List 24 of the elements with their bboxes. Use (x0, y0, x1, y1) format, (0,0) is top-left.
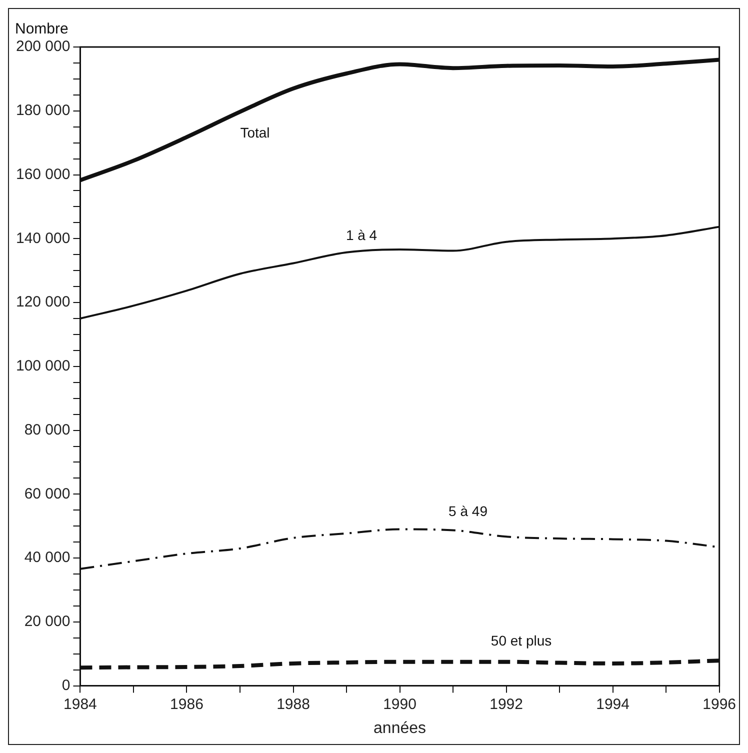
y-axis-title: Nombre (15, 20, 68, 38)
x-tick-label: 1994 (596, 696, 630, 713)
y-tick-label: 160 000 (16, 166, 70, 183)
y-tick-label: 140 000 (16, 230, 70, 247)
y-tick-label: 80 000 (24, 421, 70, 438)
y-tick-label: 20 000 (24, 613, 70, 630)
x-tick-label: 1992 (490, 696, 523, 713)
y-tick-label: 120 000 (16, 294, 70, 311)
x-tick-label: 1986 (170, 696, 204, 713)
y-tick-label: 180 000 (16, 102, 70, 120)
series-label: 50 et plus (490, 632, 552, 649)
y-tick-label: 100 000 (16, 358, 70, 375)
x-tick-label: 1990 (383, 696, 416, 713)
x-tick-label: 1988 (276, 696, 310, 713)
y-tick-label: 0 (62, 676, 70, 694)
x-axis-title: années (374, 720, 426, 737)
series-label: 1 à 4 (346, 227, 378, 244)
y-tick-label: 60 000 (24, 485, 70, 502)
series-label: Total (240, 124, 270, 141)
y-tick-label: 40 000 (24, 549, 70, 566)
x-tick-label: 1996 (702, 696, 736, 713)
y-tick-label: 200 000 (16, 38, 70, 56)
series-label: 5 à 49 (448, 503, 488, 520)
x-tick-label: 1984 (64, 696, 97, 713)
